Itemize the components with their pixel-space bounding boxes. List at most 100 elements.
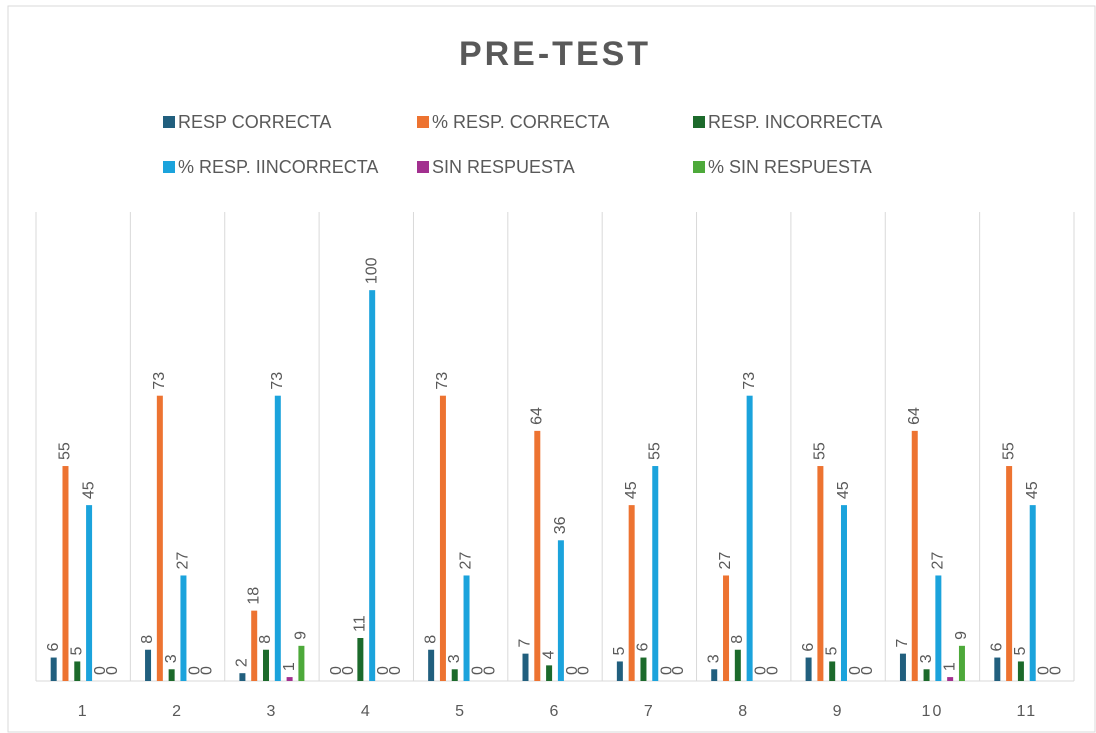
data-label: 0 [753,666,770,675]
data-label: 0 [186,666,203,675]
data-label: 3 [446,654,463,663]
data-label: 4 [540,650,557,659]
bar [640,657,647,681]
data-label: 8 [729,635,746,644]
bar [50,657,57,681]
bar [923,669,930,681]
x-tick-label: 3 [266,703,277,720]
bar [369,290,376,681]
x-tick-label: 2 [172,703,183,720]
legend-swatch [417,116,429,128]
data-label: 3 [163,654,180,663]
data-label: 6 [800,643,817,652]
bar [546,665,553,681]
data-label: 1 [281,662,298,671]
legend-swatch [693,116,705,128]
bar [805,657,812,681]
bar [911,430,918,681]
data-label: 1 [941,662,958,671]
bar [628,505,635,681]
legend-swatch [163,161,175,173]
data-label: 27 [930,552,947,570]
data-label: 0 [1036,666,1053,675]
data-label: 2 [234,658,251,667]
data-label: 5 [611,646,628,655]
x-tick-label: 4 [361,703,372,720]
data-label: 0 [564,666,581,675]
bar [734,649,741,681]
data-label: 5 [1012,646,1029,655]
bar [616,661,623,681]
data-label: 55 [1000,442,1017,460]
data-label: 73 [269,372,286,390]
bar [357,638,364,681]
bar [439,395,446,681]
data-label: 0 [1048,666,1065,675]
data-label: 45 [835,481,852,499]
data-label: 27 [458,552,475,570]
data-label: 0 [859,666,876,675]
bar [168,669,175,681]
data-label: 55 [57,442,74,460]
data-label: 9 [293,631,310,640]
x-tick-label: 9 [833,703,844,720]
data-label: 0 [375,666,392,675]
data-label: 45 [623,481,640,499]
data-label: 5 [823,646,840,655]
bar [711,669,718,681]
data-label: 0 [481,666,498,675]
x-tick-label: 6 [550,703,561,720]
data-label: 8 [139,635,156,644]
legend-label: RESP. INCORRECTA [708,112,882,132]
bar [263,649,270,681]
bar [180,575,187,681]
bar [829,661,836,681]
legend-swatch [163,116,175,128]
data-label: 6 [989,643,1006,652]
bar [522,653,529,681]
x-tick-label: 7 [644,703,655,720]
bar [451,669,458,681]
data-label: 7 [517,639,534,648]
data-label: 18 [245,587,262,605]
data-label: 6 [635,643,652,652]
bar [840,505,847,681]
bar [958,645,965,681]
bar [145,649,152,681]
data-label: 7 [894,639,911,648]
bar [723,575,730,681]
bar [935,575,942,681]
data-label: 8 [257,635,274,644]
x-tick-label: 10 [922,703,944,720]
data-label: 73 [151,372,168,390]
legend-label: % SIN RESPUESTA [708,157,872,177]
data-label: 100 [363,257,380,284]
data-label: 64 [529,407,546,425]
x-tick-label: 8 [738,703,749,720]
data-label: 73 [741,372,758,390]
data-label: 0 [658,666,675,675]
bar [463,575,470,681]
data-label: 6 [45,643,62,652]
data-label: 0 [340,666,357,675]
data-label: 3 [918,654,935,663]
legend-swatch [417,161,429,173]
chart-title: PRE-TEST [459,35,651,73]
data-label: 9 [953,631,970,640]
bar [1017,661,1024,681]
data-label: 0 [576,666,593,675]
legend-swatch [693,161,705,173]
data-label: 45 [1024,481,1041,499]
data-label: 0 [470,666,487,675]
data-label: 0 [387,666,404,675]
bar [251,610,258,681]
bar [994,657,1001,681]
x-tick-label: 11 [1017,703,1038,720]
data-label: 36 [552,516,569,534]
bar [817,466,824,681]
bar [652,466,659,681]
legend-label: RESP CORRECTA [178,112,331,132]
data-label: 0 [198,666,215,675]
data-label: 27 [175,552,192,570]
data-label: 0 [328,666,345,675]
